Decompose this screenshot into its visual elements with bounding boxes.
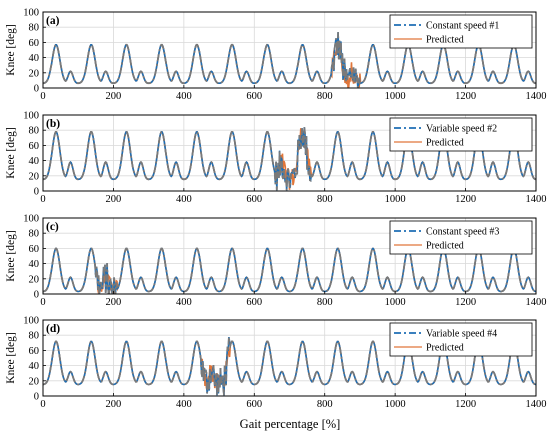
x-tick-label: 600: [246, 194, 262, 205]
legend-predicted-label: Predicted: [426, 35, 464, 46]
panel-b: 0 200 400 600 800 1000 1200 1400 0 20 40 60 80 100 Kne…: [5, 111, 547, 206]
legend-predicted-label: Predicted: [426, 138, 464, 149]
x-tick-label: 1400: [526, 194, 547, 205]
x-tick-label: 1000: [385, 297, 406, 308]
x-axis-label: Gait percentage [%]: [240, 417, 341, 431]
legend-measured-label: Constant speed #1: [426, 21, 499, 32]
legend-box: [389, 117, 533, 152]
x-tick-label: 1200: [455, 297, 476, 308]
x-tick-label: 1000: [385, 399, 406, 410]
legend-box: [389, 322, 533, 357]
x-tick-label: 400: [176, 194, 192, 205]
overlap-dash-line: [42, 127, 537, 191]
legend: Variable speed #2 Predicted: [389, 117, 533, 152]
y-axis-label: Knee [deg]: [5, 127, 17, 178]
y-tick-label: 40: [29, 361, 40, 372]
legend: Variable speed #4 Predicted: [389, 322, 533, 357]
x-tick-label: 200: [106, 91, 122, 102]
x-tick-label: 1200: [455, 194, 476, 205]
x-tick-label: 0: [40, 297, 45, 308]
panel-a: 0 200 400 600 800 1000 1200 1400 0 20 40 60 80 100 Kne…: [5, 8, 547, 103]
x-tick-label: 0: [40, 399, 45, 410]
x-tick-label: 800: [317, 399, 333, 410]
legend-measured-label: Variable speed #4: [426, 329, 497, 340]
panel-tag: (c): [46, 221, 59, 233]
y-tick-label: 60: [29, 141, 40, 152]
x-tick-label: 400: [176, 399, 192, 410]
axes-frame: [42, 114, 537, 192]
panel-tag: (b): [46, 118, 60, 130]
y-tick-label: 80: [29, 229, 40, 240]
y-tick-label: 0: [34, 392, 39, 403]
x-tick-label: 1200: [455, 399, 476, 410]
y-axis-label: Knee [deg]: [5, 230, 17, 281]
y-tick-label: 100: [23, 111, 39, 122]
overlap-dash-line: [43, 32, 536, 88]
y-tick-label: 40: [29, 156, 40, 167]
overlap-dash-line: [42, 247, 537, 295]
y-tick-label: 100: [23, 214, 39, 225]
y-tick-label: 20: [29, 68, 40, 79]
panel-tag: (a): [46, 15, 60, 27]
y-tick-label: 60: [29, 244, 40, 255]
x-tick-label: 1400: [526, 91, 547, 102]
x-tick-label: 200: [106, 194, 122, 205]
x-tick-label: 600: [246, 297, 262, 308]
x-tick-label: 600: [246, 91, 262, 102]
x-tick-label: 0: [40, 91, 45, 102]
panel-tag: (d): [46, 323, 60, 335]
legend-predicted-label: Predicted: [426, 241, 464, 252]
panel-c: 0 200 400 600 800 1000 1200 1400 0 20 40 60 80 100 Kne…: [5, 214, 547, 309]
y-tick-label: 60: [29, 38, 40, 49]
y-tick-label: 60: [29, 346, 40, 357]
x-tick-label: 200: [106, 399, 122, 410]
legend-measured-label: Constant speed #3: [426, 227, 499, 238]
legend-predicted-label: Predicted: [426, 343, 464, 354]
legend: Constant speed #1 Predicted: [389, 14, 533, 49]
y-axis-label: Knee [deg]: [5, 332, 17, 383]
x-tick-label: 600: [246, 399, 262, 410]
x-tick-label: 800: [317, 194, 333, 205]
axes-frame: [42, 11, 537, 89]
x-tick-label: 0: [40, 194, 45, 205]
legend-box: [389, 220, 533, 255]
x-tick-label: 1400: [526, 297, 547, 308]
legend: Constant speed #3 Predicted: [389, 220, 533, 255]
x-tick-label: 1400: [526, 399, 547, 410]
y-tick-label: 80: [29, 331, 40, 342]
x-tick-label: 200: [106, 297, 122, 308]
y-axis-label: Knee [deg]: [5, 24, 17, 75]
y-tick-label: 100: [23, 8, 39, 19]
y-tick-label: 40: [29, 53, 40, 64]
x-tick-label: 800: [317, 297, 333, 308]
y-tick-label: 100: [23, 316, 39, 327]
y-tick-label: 20: [29, 274, 40, 285]
y-tick-label: 80: [29, 126, 40, 137]
x-tick-label: 1000: [385, 91, 406, 102]
y-tick-label: 0: [34, 187, 39, 198]
y-tick-label: 0: [34, 290, 39, 301]
x-tick-label: 1000: [385, 194, 406, 205]
axes-frame: [42, 217, 537, 295]
y-tick-label: 20: [29, 376, 40, 387]
axes-frame: [42, 319, 537, 397]
y-tick-label: 40: [29, 259, 40, 270]
x-tick-label: 400: [176, 91, 192, 102]
x-tick-label: 1200: [455, 91, 476, 102]
x-tick-label: 800: [317, 91, 333, 102]
legend-box: [389, 14, 533, 49]
y-tick-label: 0: [34, 84, 39, 95]
x-tick-label: 400: [176, 297, 192, 308]
legend-measured-label: Variable speed #2: [426, 124, 497, 135]
y-tick-label: 80: [29, 23, 40, 34]
panel-d: 0 200 400 600 800 1000 1200 1400 0 20 40 60 80 100 Kne…: [5, 316, 547, 411]
overlap-dash-line: [42, 337, 537, 396]
y-tick-label: 20: [29, 171, 40, 182]
